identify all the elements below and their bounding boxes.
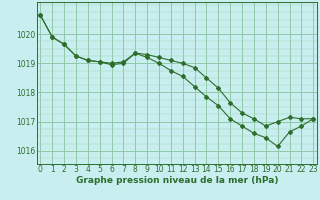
X-axis label: Graphe pression niveau de la mer (hPa): Graphe pression niveau de la mer (hPa): [76, 176, 278, 185]
